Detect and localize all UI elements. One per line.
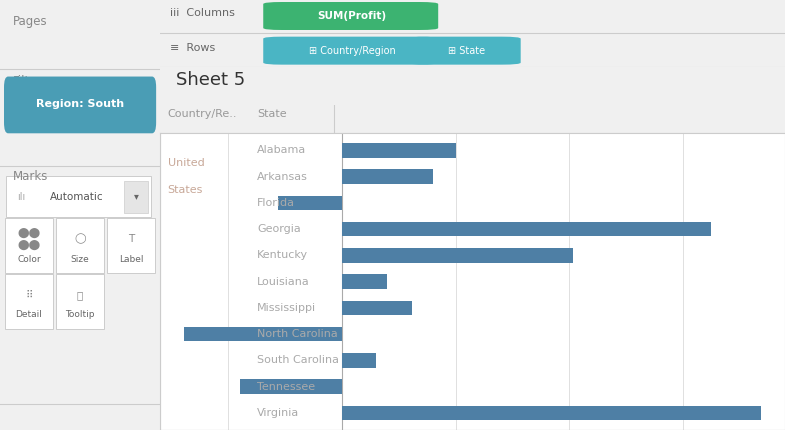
Text: ⊞ Country/Region: ⊞ Country/Region: [309, 46, 396, 55]
FancyBboxPatch shape: [408, 37, 520, 64]
FancyBboxPatch shape: [4, 77, 156, 133]
Text: ▾: ▾: [133, 191, 139, 202]
Text: Detail: Detail: [16, 310, 42, 319]
Text: Kentucky: Kentucky: [257, 250, 309, 261]
FancyBboxPatch shape: [124, 181, 148, 213]
Text: Georgia: Georgia: [257, 224, 301, 234]
Text: Virginia: Virginia: [257, 408, 299, 418]
FancyBboxPatch shape: [108, 218, 155, 273]
FancyBboxPatch shape: [6, 176, 151, 217]
FancyBboxPatch shape: [56, 274, 104, 329]
Bar: [278, 196, 342, 210]
Text: Filters: Filters: [13, 75, 49, 88]
Text: 🗨: 🗨: [77, 290, 83, 300]
Text: ılı: ılı: [16, 191, 25, 202]
FancyBboxPatch shape: [56, 218, 104, 273]
Text: SUM(Profit): SUM(Profit): [317, 11, 386, 21]
Text: T: T: [128, 234, 134, 244]
FancyBboxPatch shape: [263, 2, 438, 30]
Bar: [342, 143, 456, 157]
Text: Label: Label: [119, 255, 144, 264]
Text: ⬤⬤
⬤⬤: ⬤⬤ ⬤⬤: [17, 228, 41, 250]
Text: ⠿: ⠿: [25, 290, 33, 300]
Text: ≡  Rows: ≡ Rows: [170, 43, 215, 53]
Text: State: State: [257, 109, 287, 119]
Bar: [342, 274, 387, 289]
Text: Country/Re..: Country/Re..: [168, 109, 237, 119]
Text: Marks: Marks: [13, 170, 48, 183]
FancyBboxPatch shape: [5, 274, 53, 329]
Bar: [342, 169, 433, 184]
Bar: [184, 327, 342, 341]
Text: Arkansas: Arkansas: [257, 172, 308, 181]
Text: Florida: Florida: [257, 198, 295, 208]
Text: Pages: Pages: [13, 15, 47, 28]
Text: South Carolina: South Carolina: [257, 356, 339, 365]
Bar: [342, 406, 761, 420]
Text: ⊞ State: ⊞ State: [447, 46, 485, 55]
Text: Tennessee: Tennessee: [257, 382, 315, 392]
Bar: [342, 222, 711, 236]
Text: States: States: [168, 185, 203, 195]
Text: Color: Color: [17, 255, 41, 264]
Text: Region: South: Region: South: [36, 99, 124, 110]
Bar: [342, 353, 376, 368]
Text: Size: Size: [71, 255, 89, 264]
Text: United: United: [168, 159, 204, 169]
FancyBboxPatch shape: [5, 218, 53, 273]
Text: Sheet 5: Sheet 5: [176, 71, 245, 89]
Text: ◯: ◯: [75, 234, 86, 244]
Text: Alabama: Alabama: [257, 145, 306, 155]
FancyBboxPatch shape: [263, 37, 438, 64]
Text: Mississippi: Mississippi: [257, 303, 316, 313]
Text: Louisiana: Louisiana: [257, 276, 310, 287]
Text: North Carolina: North Carolina: [257, 329, 338, 339]
Text: Tooltip: Tooltip: [65, 310, 95, 319]
Text: iii  Columns: iii Columns: [170, 8, 235, 18]
Bar: [240, 379, 342, 394]
Text: Automatic: Automatic: [50, 191, 104, 202]
Bar: [342, 301, 412, 315]
Bar: [342, 248, 572, 263]
